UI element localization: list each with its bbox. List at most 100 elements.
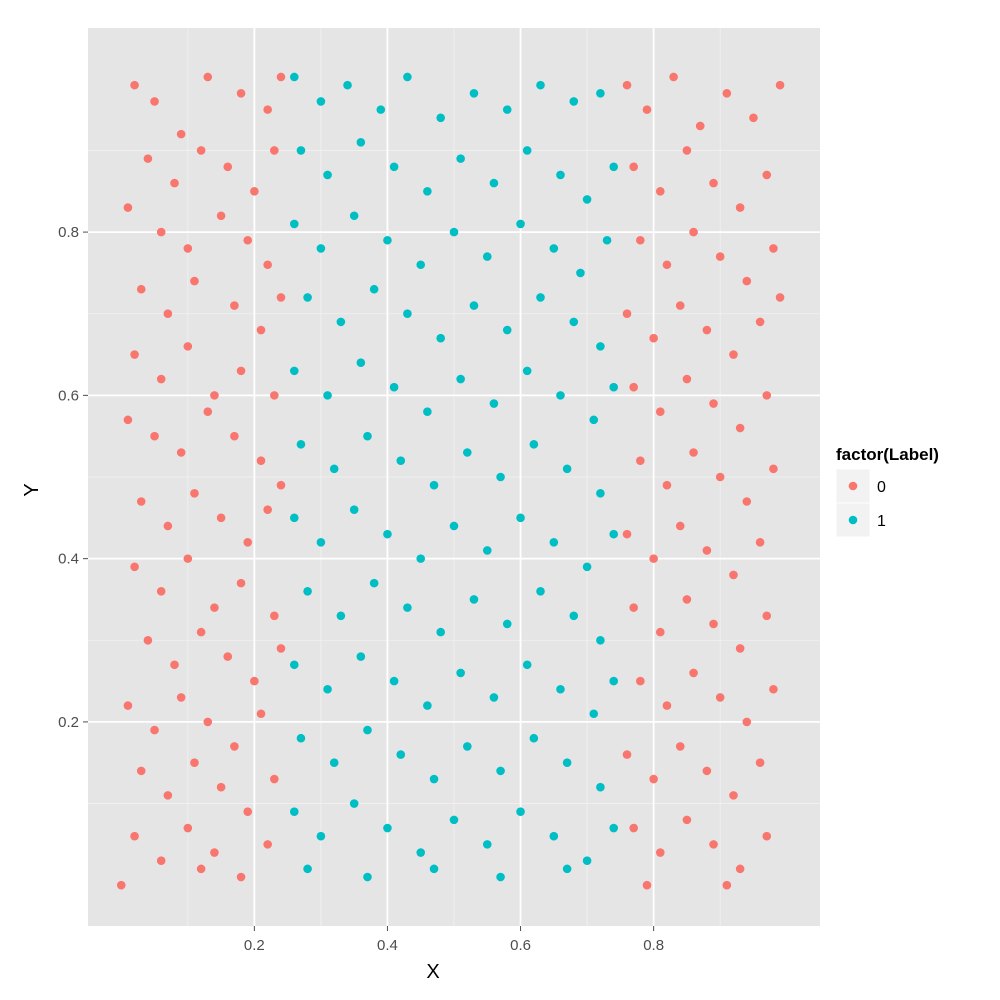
- point-label-0: [722, 880, 732, 890]
- x-tick-label: 0.8: [643, 937, 664, 954]
- point-label-0: [762, 170, 772, 180]
- point-label-0: [236, 366, 246, 376]
- y-tick-label: 0.6: [58, 387, 79, 404]
- point-label-0: [203, 407, 213, 416]
- point-label-1: [582, 856, 592, 865]
- point-label-1: [323, 391, 332, 400]
- point-label-0: [196, 864, 206, 874]
- point-label-1: [556, 684, 565, 694]
- point-label-1: [316, 244, 326, 253]
- point-label-1: [536, 80, 545, 90]
- point-label-0: [689, 227, 698, 237]
- point-label-0: [210, 603, 219, 612]
- point-label-0: [156, 586, 166, 596]
- point-label-0: [270, 146, 279, 155]
- point-label-1: [296, 440, 306, 449]
- point-label-0: [196, 146, 206, 155]
- point-label-1: [343, 80, 352, 90]
- point-label-0: [675, 521, 685, 531]
- point-label-1: [356, 137, 366, 147]
- point-label-0: [190, 758, 199, 768]
- point-label-1: [456, 668, 465, 678]
- point-label-0: [769, 464, 778, 474]
- point-label-0: [230, 301, 239, 310]
- point-label-1: [336, 317, 346, 327]
- point-label-1: [602, 235, 612, 245]
- point-label-1: [482, 252, 492, 261]
- y-axis: 0.2 0.4 0.6 0.8: [58, 224, 88, 731]
- point-label-1: [429, 774, 439, 784]
- point-label-1: [363, 725, 372, 735]
- point-label-1: [289, 72, 299, 82]
- point-label-0: [263, 105, 272, 114]
- point-label-1: [463, 742, 472, 751]
- point-label-1: [482, 840, 492, 849]
- point-label-1: [463, 448, 472, 457]
- point-label-0: [263, 840, 272, 849]
- point-label-0: [622, 750, 632, 759]
- point-label-1: [549, 244, 559, 253]
- point-label-0: [636, 235, 645, 245]
- point-label-0: [649, 333, 658, 343]
- point-label-0: [742, 497, 752, 506]
- point-label-1: [416, 260, 426, 270]
- point-label-1: [376, 105, 386, 114]
- point-label-1: [396, 456, 406, 465]
- y-tick-label: 0.8: [58, 224, 79, 241]
- point-label-0: [729, 791, 738, 800]
- data-points: [116, 72, 785, 890]
- point-label-0: [276, 72, 286, 82]
- point-label-0: [123, 701, 133, 710]
- point-label-1: [489, 399, 499, 408]
- point-label-0: [203, 717, 213, 727]
- point-label-1: [296, 146, 306, 155]
- point-label-0: [256, 456, 266, 465]
- point-label-1: [349, 505, 359, 514]
- point-label-0: [629, 162, 638, 172]
- point-label-0: [223, 162, 233, 172]
- point-label-0: [183, 342, 193, 351]
- point-label-0: [123, 203, 133, 212]
- point-label-1: [369, 578, 379, 588]
- point-label-1: [303, 293, 312, 302]
- point-label-1: [469, 89, 479, 98]
- x-axis-title: X: [426, 961, 439, 983]
- point-label-0: [675, 742, 685, 751]
- point-label-1: [596, 635, 605, 645]
- point-label-1: [569, 317, 579, 327]
- point-label-1: [329, 758, 339, 768]
- point-label-0: [755, 317, 765, 327]
- point-label-1: [549, 831, 559, 841]
- point-label-0: [655, 407, 665, 416]
- point-label-0: [150, 431, 159, 441]
- point-label-1: [396, 750, 406, 759]
- point-label-1: [502, 325, 512, 335]
- point-label-0: [256, 709, 266, 719]
- point-label-0: [735, 423, 745, 433]
- point-label-1: [349, 211, 359, 221]
- point-label-1: [456, 374, 465, 384]
- point-label-0: [143, 635, 153, 645]
- point-label-0: [243, 235, 253, 245]
- point-label-0: [775, 293, 785, 302]
- legend-entries: 01: [835, 468, 886, 538]
- point-label-0: [156, 374, 166, 384]
- point-label-0: [230, 431, 239, 441]
- point-label-0: [116, 880, 126, 890]
- point-label-0: [150, 725, 159, 735]
- point-label-1: [356, 358, 366, 368]
- legend-key-box: [835, 502, 871, 538]
- point-label-0: [243, 538, 253, 547]
- point-label-0: [243, 807, 253, 817]
- point-label-1: [456, 154, 465, 163]
- point-label-1: [289, 513, 299, 523]
- point-label-1: [423, 701, 432, 710]
- point-label-0: [689, 448, 698, 457]
- point-label-1: [449, 521, 459, 531]
- point-label-0: [170, 660, 179, 670]
- point-label-0: [163, 521, 173, 531]
- point-label-1: [609, 382, 619, 392]
- point-label-1: [482, 546, 492, 555]
- point-label-0: [636, 676, 645, 686]
